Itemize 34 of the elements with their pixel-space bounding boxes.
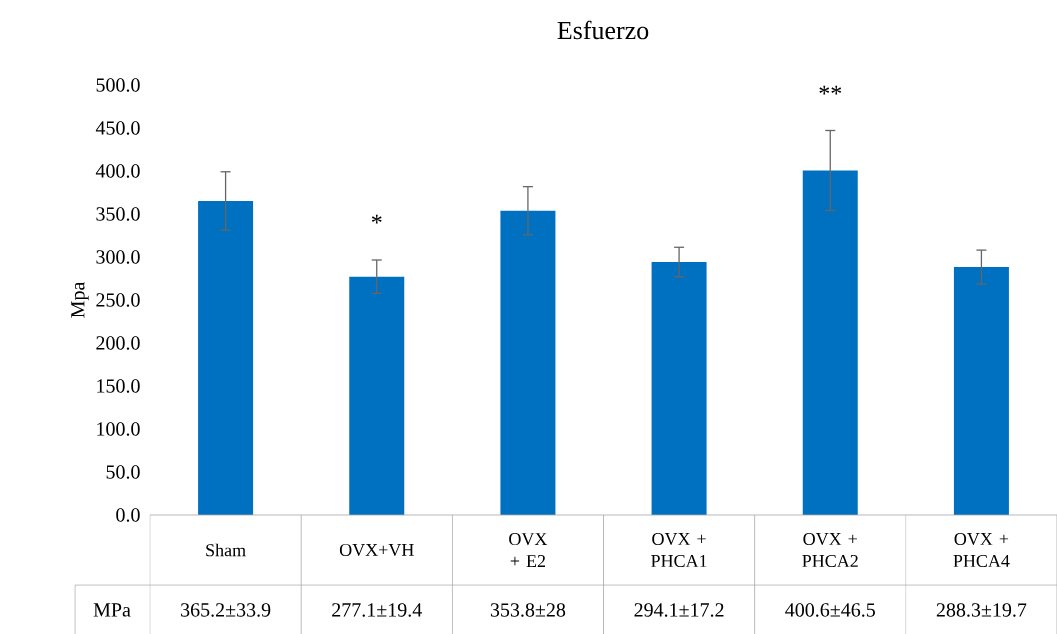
x-tick-label: OVX+VH (339, 543, 414, 557)
y-tick-label: 0.0 (116, 508, 140, 522)
y-tick-label: 250.0 (96, 293, 140, 307)
chart-title: Esfuerzo (557, 20, 649, 40)
y-tick-label: 500.0 (96, 78, 140, 92)
bar (349, 276, 405, 515)
x-tick-label: Sham (206, 543, 246, 557)
data-label: 400.6±46.5 (785, 603, 875, 617)
y-tick-label: 100.0 (97, 422, 140, 436)
y-axis-title: Mpa (71, 281, 89, 318)
x-tick-label: OVX + E2 (509, 533, 548, 567)
bar (953, 267, 1009, 515)
text: MPa (93, 603, 131, 617)
x-tick-label: OVX + PHCA1 (651, 532, 707, 568)
y-tick-label: 150.0 (97, 379, 140, 393)
x-tick-label: OVX + PHCA4 (953, 532, 1010, 568)
data-label: 353.8±28 (490, 603, 566, 617)
x-tick-label: OVX + PHCA2 (802, 532, 858, 568)
y-tick-label: 400.0 (95, 164, 140, 178)
bar (500, 210, 556, 515)
bar (198, 200, 254, 515)
y-tick-label: 50.0 (106, 465, 140, 479)
bar (651, 262, 707, 515)
y-tick-label: 350.0 (96, 207, 140, 221)
annotation: ** (819, 85, 842, 95)
bar (802, 170, 858, 515)
data-label: 288.3±19.7 (936, 603, 1027, 617)
y-tick-label: 450.0 (95, 121, 140, 135)
y-tick-label: 300.0 (96, 250, 140, 264)
annotation: * (371, 214, 382, 224)
data-label: 294.1±17.2 (634, 603, 724, 617)
y-tick-label: 200.0 (96, 336, 140, 350)
data-label: 365.2±33.9 (181, 603, 271, 617)
data-label: 277.1±19.4 (332, 603, 422, 617)
